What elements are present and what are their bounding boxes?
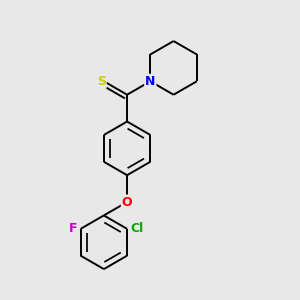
Text: Cl: Cl [130, 222, 143, 235]
Text: N: N [145, 75, 155, 88]
Text: O: O [122, 196, 132, 208]
Text: F: F [69, 222, 78, 235]
Text: S: S [97, 75, 106, 88]
